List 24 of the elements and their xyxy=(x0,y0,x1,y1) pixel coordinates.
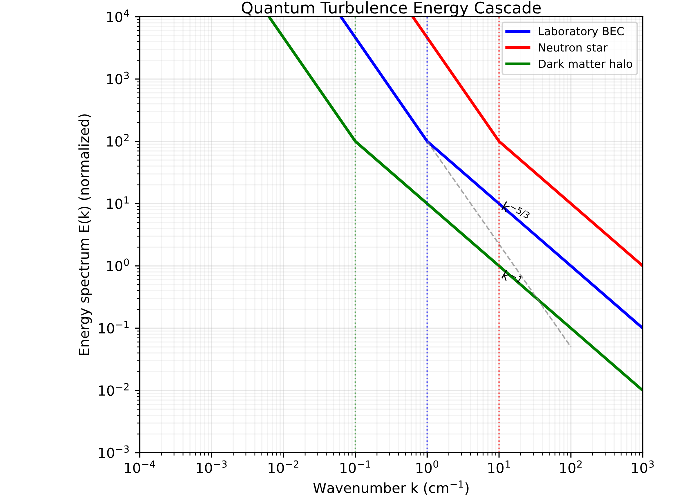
annotation: k$^{−5/3}$ xyxy=(502,200,531,224)
x-tick-label: 10$^{−2}$ xyxy=(268,460,299,474)
legend-label: Dark matter halo xyxy=(539,60,632,68)
legend-label: Neutron star xyxy=(539,44,608,52)
x-axis-title: Wavenumber k (cm$^{−1}$) xyxy=(313,480,469,495)
legend-label: Laboratory BEC xyxy=(539,27,624,38)
x-tick-label: 10$^{0}$ xyxy=(416,460,439,474)
y-tick-label: 10$^{−1}$ xyxy=(99,321,129,334)
y-tick-label: 10$^{1}$ xyxy=(107,196,129,210)
y-tick-label: 10$^{4}$ xyxy=(107,10,130,22)
y-tick-label: 10$^{−2}$ xyxy=(99,383,129,396)
y-axis-title: Energy spectrum E(k) (normalized) xyxy=(78,114,92,356)
x-tick-label: 10$^{−4}$ xyxy=(125,460,156,474)
x-tick-label: 10$^{1}$ xyxy=(488,460,510,474)
x-tick-label: 10$^{2}$ xyxy=(560,460,582,474)
x-tick-label: 10$^{−3}$ xyxy=(197,460,227,474)
y-tick-label: 10$^{2}$ xyxy=(107,134,129,147)
x-tick-label: 10$^{−1}$ xyxy=(340,460,370,474)
chart-title: Quantum Turbulence Energy Cascade xyxy=(242,2,542,17)
x-tick-label: 10$^{3}$ xyxy=(632,460,654,474)
y-tick-label: 10$^{0}$ xyxy=(107,258,130,272)
annotation: k$^{−1}$ xyxy=(502,268,524,288)
y-tick-label: 10$^{−3}$ xyxy=(99,446,129,458)
y-tick-label: 10$^{3}$ xyxy=(107,72,130,85)
